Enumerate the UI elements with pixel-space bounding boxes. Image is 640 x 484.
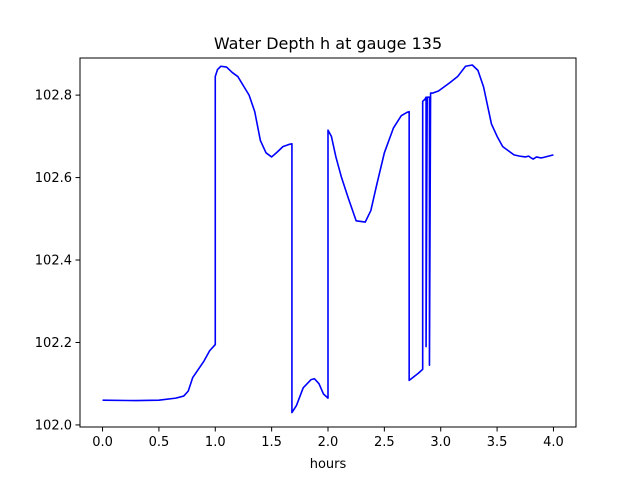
plot-area: 0.0 0.5 1.0 1.5 2.0 2.5 3.0 3.5 4.0 102.0 102.2 102… (35, 57, 577, 450)
y-tick-label: 102.4 (35, 254, 72, 269)
x-tick-label: 3.0 (430, 435, 451, 450)
x-tick-label: 0.5 (149, 435, 170, 450)
y-tick-label: 102.6 (35, 171, 72, 186)
x-tick-label: 0.0 (92, 435, 113, 450)
x-tick-label: 4.0 (543, 435, 564, 450)
series-line-0 (102, 64, 554, 414)
x-tick-label: 2.0 (318, 435, 339, 450)
x-tick-label: 3.5 (487, 435, 508, 450)
y-tick-label: 102.0 (35, 418, 72, 433)
x-axis-label: hours (310, 457, 347, 472)
chart-title: Water Depth h at gauge 135 (214, 34, 442, 53)
axes-frame (79, 57, 577, 428)
y-tick-label: 102.2 (35, 336, 72, 351)
x-tick-label: 2.5 (374, 435, 395, 450)
y-tick-label: 102.8 (35, 89, 72, 104)
x-tick-label: 1.0 (205, 435, 226, 450)
x-tick-label: 1.5 (261, 435, 282, 450)
